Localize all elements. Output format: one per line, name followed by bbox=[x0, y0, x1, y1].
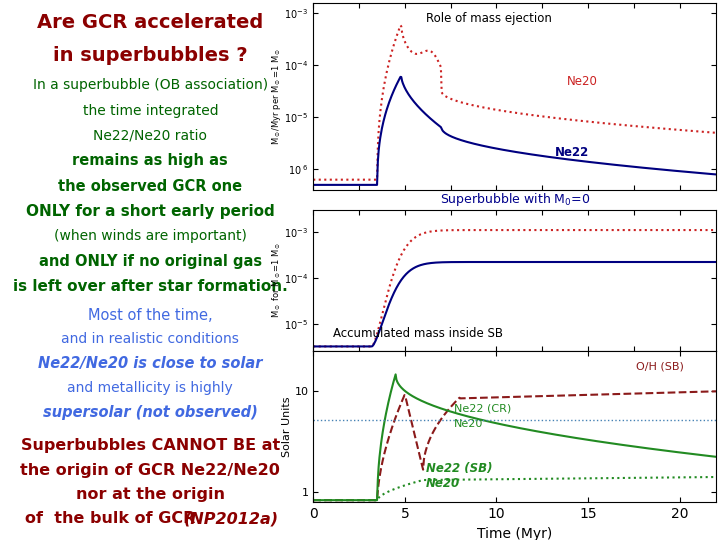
Text: Ne22: Ne22 bbox=[555, 146, 590, 159]
Text: Superbubbles CANNOT BE at: Superbubbles CANNOT BE at bbox=[21, 438, 280, 454]
Text: (NP2012a): (NP2012a) bbox=[184, 511, 279, 526]
Text: Ne22 (SB): Ne22 (SB) bbox=[426, 462, 492, 475]
Text: and in realistic conditions: and in realistic conditions bbox=[61, 332, 239, 346]
Y-axis label: Solar Units: Solar Units bbox=[282, 396, 292, 457]
Text: and metallicity is highly: and metallicity is highly bbox=[68, 381, 233, 395]
Text: in superbubbles ?: in superbubbles ? bbox=[53, 46, 248, 65]
Text: the observed GCR one: the observed GCR one bbox=[58, 179, 243, 194]
Text: Are GCR accelerated: Are GCR accelerated bbox=[37, 14, 264, 32]
Y-axis label: M$_\odot$ for M$_\odot$=1 M$_\odot$: M$_\odot$ for M$_\odot$=1 M$_\odot$ bbox=[270, 242, 283, 319]
Text: Ne22 (CR): Ne22 (CR) bbox=[454, 403, 512, 414]
Text: ONLY for a short early period: ONLY for a short early period bbox=[26, 204, 275, 219]
Text: of  the bulk of GCR: of the bulk of GCR bbox=[24, 511, 201, 526]
Text: Ne20: Ne20 bbox=[426, 477, 460, 490]
Text: the time integrated: the time integrated bbox=[83, 104, 218, 118]
Text: (when winds are important): (when winds are important) bbox=[54, 229, 247, 243]
Text: Ne20: Ne20 bbox=[567, 75, 598, 88]
Text: Accumulated mass inside SB: Accumulated mass inside SB bbox=[333, 327, 503, 340]
Text: In a superbubble (OB association): In a superbubble (OB association) bbox=[33, 78, 268, 92]
Y-axis label: M$_\odot$/Myr per M$_\odot$=1 M$_\odot$: M$_\odot$/Myr per M$_\odot$=1 M$_\odot$ bbox=[270, 48, 283, 145]
Text: Role of mass ejection: Role of mass ejection bbox=[426, 12, 552, 25]
Text: and ONLY if no original gas: and ONLY if no original gas bbox=[39, 254, 262, 269]
Text: Ne20: Ne20 bbox=[454, 418, 484, 429]
Text: the origin of GCR Ne22/Ne20: the origin of GCR Ne22/Ne20 bbox=[20, 463, 280, 478]
Text: is left over after star formation.: is left over after star formation. bbox=[13, 279, 288, 294]
Text: Most of the time,: Most of the time, bbox=[88, 308, 212, 323]
Text: Superbubble with M$_0$=0: Superbubble with M$_0$=0 bbox=[440, 191, 590, 208]
X-axis label: Time (Myr): Time (Myr) bbox=[477, 526, 552, 540]
Text: remains as high as: remains as high as bbox=[73, 153, 228, 168]
Text: O/H (SB): O/H (SB) bbox=[636, 361, 683, 371]
Text: Ne22/Ne20 ratio: Ne22/Ne20 ratio bbox=[94, 129, 207, 143]
Text: supersolar (not observed): supersolar (not observed) bbox=[43, 405, 258, 420]
Text: Ne22/Ne20 is close to solar: Ne22/Ne20 is close to solar bbox=[38, 356, 263, 372]
Text: nor at the origin: nor at the origin bbox=[76, 487, 225, 502]
